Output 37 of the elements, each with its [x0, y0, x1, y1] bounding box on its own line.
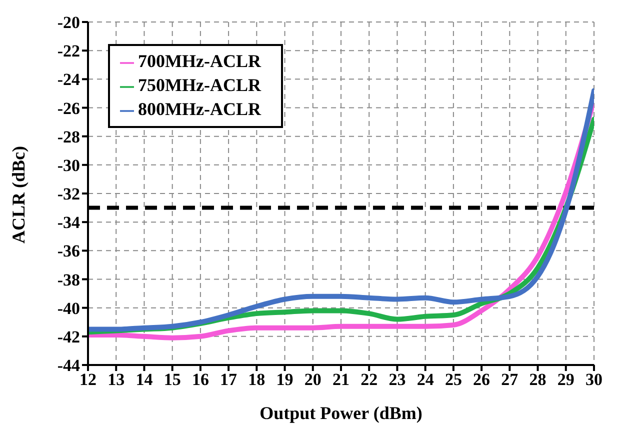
y-tick-label: -44: [57, 356, 80, 376]
x-tick-label: 28: [529, 370, 546, 390]
x-tick-label: 30: [586, 370, 602, 390]
y-tick-label: -38: [57, 270, 80, 290]
y-tick-label: -20: [57, 13, 80, 32]
y-tick-label: -24: [57, 70, 80, 90]
x-tick-label: 29: [557, 370, 574, 390]
x-tick-label: 13: [108, 370, 125, 390]
y-tick-label: -40: [57, 298, 80, 318]
x-tick-label: 17: [220, 370, 238, 390]
y-tick-label: -42: [57, 327, 80, 346]
y-tick-label: -30: [57, 156, 80, 175]
x-tick-label: 12: [80, 370, 96, 390]
x-tick-label: 19: [276, 370, 294, 390]
x-tick-label: 21: [332, 370, 350, 390]
x-tick-label: 25: [444, 370, 462, 390]
y-axis-title: ACLR (dBc): [8, 146, 28, 244]
y-tick-label: -34: [57, 213, 80, 232]
legend-label: 750MHz-ACLR: [138, 75, 261, 95]
x-tick-label: 24: [416, 370, 434, 390]
x-tick-label: 27: [501, 370, 519, 390]
x-tick-label: 23: [388, 370, 406, 390]
y-tick-label: -28: [57, 127, 80, 146]
x-tick-label: 18: [248, 370, 266, 390]
y-tick-label: -32: [57, 184, 80, 204]
x-tick-label: 20: [304, 370, 322, 390]
x-tick-label: 22: [360, 370, 378, 390]
x-axis-title: Output Power (dBm): [260, 403, 422, 423]
x-tick-label: 15: [164, 370, 181, 390]
legend-label: 700MHz-ACLR: [138, 51, 261, 71]
y-tick-label: -22: [57, 42, 80, 61]
x-tick-label: 26: [473, 370, 490, 390]
x-tick-label: 16: [192, 370, 209, 390]
y-tick-label: -36: [57, 242, 80, 261]
x-tick-label: 14: [136, 370, 154, 390]
y-tick-label: -26: [57, 98, 80, 118]
legend-label: 800MHz-ACLR: [138, 99, 261, 119]
